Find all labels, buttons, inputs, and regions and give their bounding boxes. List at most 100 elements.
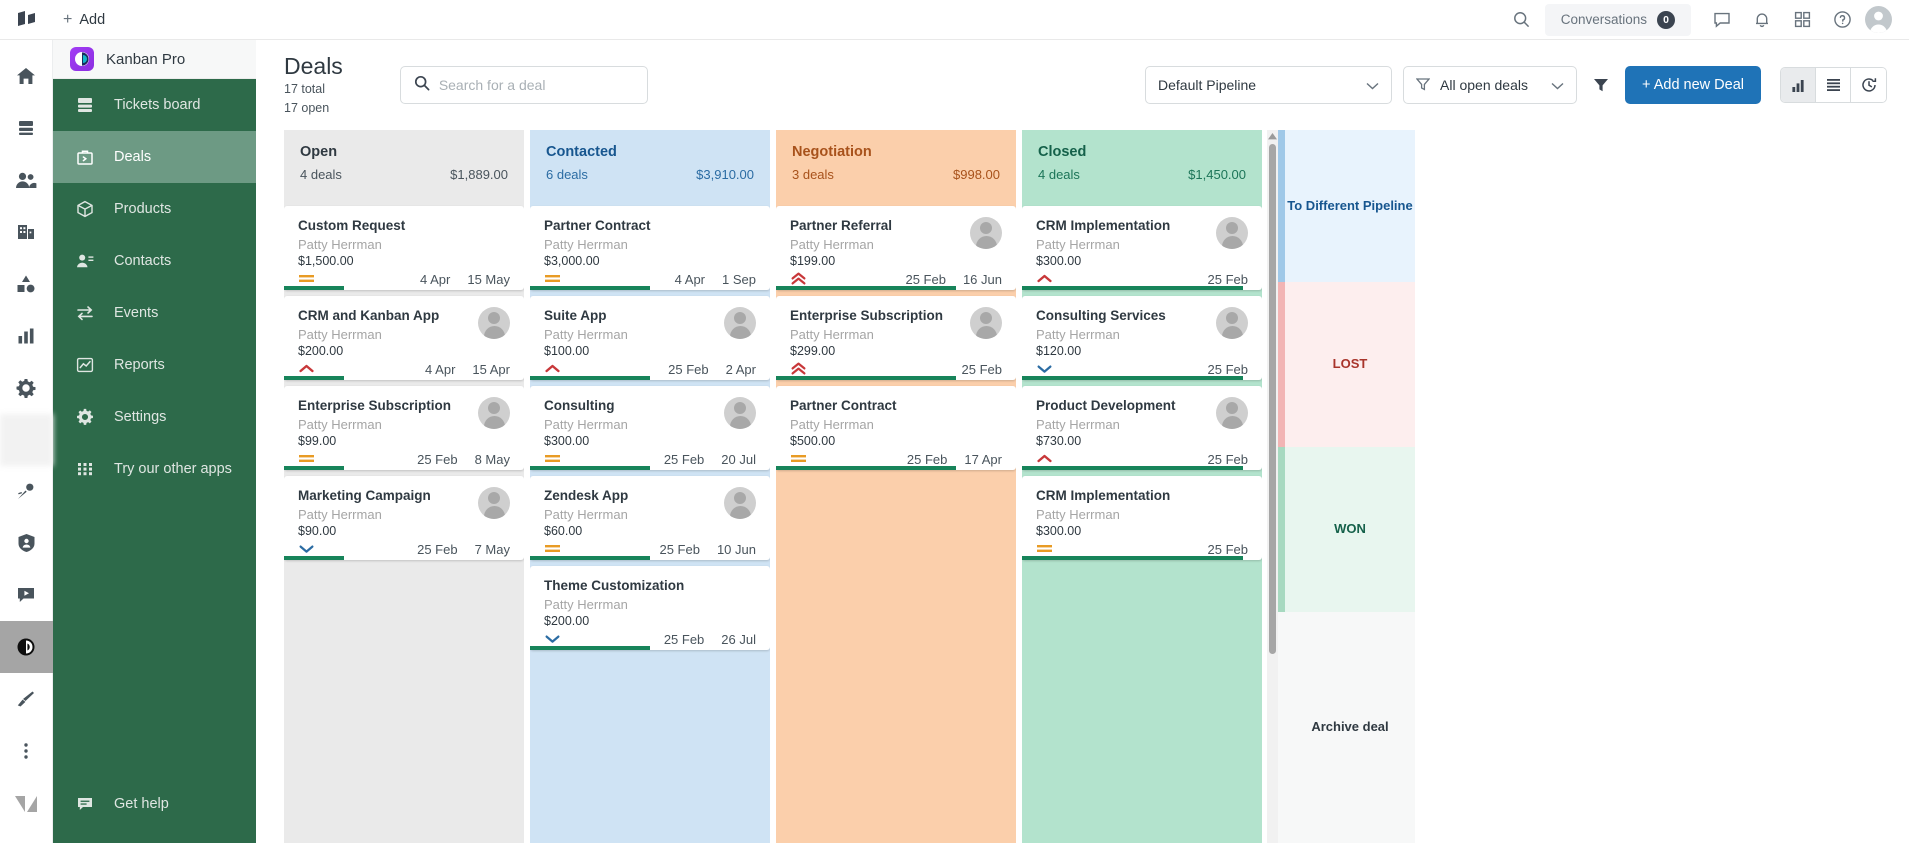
sidebar-item-settings[interactable]: Settings (53, 391, 256, 443)
priority-medium-icon (544, 271, 560, 287)
deal-card[interactable]: Marketing Campaign Patty Herrman $90.00 25 … (284, 476, 524, 560)
sidebar-item-contacts[interactable]: Contacts (53, 235, 256, 287)
deal-card[interactable]: Partner Contract Patty Herrman $500.00 25 F… (776, 386, 1016, 470)
add-button[interactable]: + Add (53, 8, 115, 32)
sidebar-label: Reports (114, 357, 165, 373)
page-title: Deals (284, 52, 343, 79)
deal-date: 25 Feb (663, 631, 705, 647)
deal-card[interactable]: Consulting Patty Herrman $300.00 25 Feb 20 J… (530, 386, 770, 470)
deal-owner: Patty Herrman (298, 507, 382, 523)
rail-blurred-item[interactable] (0, 413, 53, 466)
deal-date: 25 Feb (906, 451, 948, 467)
dropzone-different-pipeline[interactable]: To Different Pipeline (1278, 130, 1415, 282)
deal-owner: Patty Herrman (544, 507, 628, 523)
deal-amount: $299.00 (790, 344, 836, 359)
apps-grid-icon[interactable] (1785, 3, 1819, 37)
rail-zendesk-logo-icon[interactable] (0, 777, 53, 829)
priority-medium-icon (298, 271, 314, 287)
deal-card[interactable]: Enterprise Subscription Patty Herrman $99.… (284, 386, 524, 470)
deal-card-footer: 25 Feb 16 Jun (790, 271, 1002, 287)
deal-card[interactable]: Product Development Patty Herrman $730.00 2… (1022, 386, 1262, 470)
deal-title: CRM Implementation (1036, 488, 1171, 503)
dropzone-lost[interactable]: LOST (1278, 282, 1415, 447)
deal-filter-select[interactable]: All open deals (1403, 66, 1578, 104)
dropzone-label: To Different Pipeline (1287, 197, 1413, 213)
scrollbar-thumb[interactable] (1269, 144, 1276, 654)
deal-date: 25 Feb (1207, 271, 1248, 287)
board-vertical-scrollbar[interactable] (1267, 130, 1278, 843)
scroll-up-arrow-icon[interactable] (1268, 133, 1277, 140)
deal-progress-bar (530, 646, 650, 650)
sidebar-item-tickets-board[interactable]: Tickets board (53, 79, 256, 131)
deal-card[interactable]: CRM and Kanban App Patty Herrman $200.00 4 … (284, 296, 524, 380)
board-column: Contacted 6 deals $3,910.00 Partner Contrac… (530, 130, 770, 843)
app-title: Kanban Pro (106, 50, 186, 68)
board-view-button[interactable] (1781, 68, 1816, 102)
rail-tickets-icon[interactable] (0, 102, 53, 154)
priority-medium-icon (544, 451, 560, 467)
search-icon[interactable] (1505, 3, 1539, 37)
conversations-button[interactable]: Conversations 0 (1544, 3, 1691, 36)
deal-card-footer: 25 Feb (1036, 541, 1248, 557)
sidebar-item-events[interactable]: Events (53, 287, 256, 339)
deal-progress-bar (284, 376, 344, 380)
deal-card[interactable]: Zendesk App Patty Herrman $60.00 25 Feb 10 J… (530, 476, 770, 560)
deal-card[interactable]: CRM Implementation Patty Herrman $300.00 25… (1022, 206, 1262, 290)
deal-title: Suite App (544, 308, 607, 323)
deal-progress-bar (284, 286, 344, 290)
dropzone-archive[interactable]: Archive deal (1278, 612, 1415, 843)
deal-card[interactable]: Custom Request Patty Herrman $1,500.00 4 Ap… (284, 206, 524, 290)
rail-theme-brush-icon[interactable] (0, 673, 53, 725)
search-deal-box[interactable] (399, 66, 648, 104)
rail-security-shield-icon[interactable] (0, 517, 53, 569)
deal-owner: Patty Herrman (790, 417, 874, 433)
deal-amount: $100.00 (544, 344, 590, 359)
sidebar-item-try-our-other-apps[interactable]: Try our other apps (53, 443, 256, 495)
sidebar-item-products[interactable]: Products (53, 183, 256, 235)
deal-card[interactable]: Enterprise Subscription Patty Herrman $299… (776, 296, 1016, 380)
deal-card[interactable]: Partner Contract Patty Herrman $3,000.00 4 … (530, 206, 770, 290)
deal-card[interactable]: Theme Customization Patty Herrman $200.00 2… (530, 566, 770, 650)
dropzone-won[interactable]: WON (1278, 447, 1415, 612)
sidebar-item-reports[interactable]: Reports (53, 339, 256, 391)
deal-card[interactable]: Consulting Services Patty Herrman $120.00 2… (1022, 296, 1262, 380)
chevron-down-icon (1551, 77, 1564, 93)
advanced-filter-icon[interactable] (1588, 77, 1614, 93)
chevron-down-icon (1366, 77, 1379, 93)
column-total-value: $998.00 (953, 167, 1000, 182)
avatar (1216, 217, 1248, 249)
help-question-icon[interactable] (1825, 3, 1859, 37)
bell-notification-icon[interactable] (1745, 3, 1779, 37)
deal-card[interactable]: Partner Referral Patty Herrman $199.00 25 F… (776, 206, 1016, 290)
deal-amount: $99.00 (298, 434, 337, 449)
tickets-board-icon (74, 95, 95, 116)
sidebar-item-get-help[interactable]: Get help (53, 778, 256, 830)
deal-dates: 25 Feb (1208, 362, 1248, 377)
deal-title: Partner Referral (790, 218, 893, 233)
list-view-button[interactable] (1816, 68, 1851, 102)
sidebar-footer: Get help (53, 778, 256, 843)
rail-reporting-icon[interactable] (0, 310, 53, 362)
rail-media-play-icon[interactable] (0, 569, 53, 621)
sidebar-item-deals[interactable]: Deals (53, 131, 256, 183)
deal-date: 10 Jun (716, 541, 756, 557)
priority-high-icon (1036, 271, 1052, 287)
rail-more-options-icon[interactable] (0, 725, 53, 777)
rail-admin-gear-icon[interactable] (0, 362, 53, 414)
rail-home-icon[interactable] (0, 50, 53, 102)
deal-card[interactable]: CRM Implementation Patty Herrman $300.00 25… (1022, 476, 1262, 560)
product-logo-icon[interactable] (0, 0, 53, 40)
add-new-deal-button[interactable]: + Add new Deal (1625, 66, 1761, 104)
rail-guide-icon[interactable] (0, 466, 53, 518)
deal-card-footer: 25 Feb (1036, 451, 1248, 467)
rail-organizations-icon[interactable] (0, 206, 53, 258)
deal-card[interactable]: Suite App Patty Herrman $100.00 25 Feb 2 Apr (530, 296, 770, 380)
pipeline-select[interactable]: Default Pipeline (1145, 66, 1393, 104)
user-avatar[interactable] (1865, 6, 1892, 33)
rail-customers-icon[interactable] (0, 154, 53, 206)
chat-bubble-icon[interactable] (1705, 3, 1739, 37)
rail-explore-icon[interactable] (0, 258, 53, 310)
history-view-button[interactable] (1851, 68, 1886, 102)
rail-kanban-pro-icon[interactable] (0, 621, 53, 674)
search-input[interactable] (438, 77, 634, 93)
